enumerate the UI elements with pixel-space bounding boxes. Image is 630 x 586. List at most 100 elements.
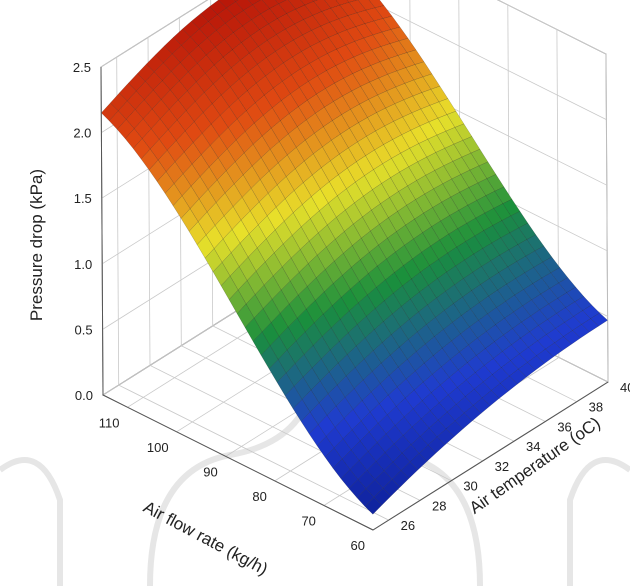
surface-patch <box>209 0 227 15</box>
surface-patch <box>236 110 255 132</box>
surface-patch <box>229 78 248 99</box>
surface-patch <box>512 321 530 339</box>
surface-patch <box>160 89 179 110</box>
surface-patch <box>174 151 193 175</box>
surface-patch <box>203 83 222 105</box>
surface-patch <box>221 252 240 277</box>
y-tick-label: 32 <box>495 459 509 474</box>
surface-patch <box>516 255 535 274</box>
surface-patch <box>528 340 546 357</box>
surface-patch <box>200 144 219 168</box>
surface-patch <box>276 372 295 397</box>
surface-patch <box>205 224 224 250</box>
surface-patch <box>133 118 152 139</box>
y-tick-label: 30 <box>463 479 477 494</box>
surface-patch <box>480 278 498 297</box>
surface-patch <box>300 0 315 6</box>
y-tick-label: 38 <box>589 400 603 415</box>
x-axis-line <box>102 394 374 531</box>
surface-patch <box>159 109 178 130</box>
surface-patch <box>533 261 552 279</box>
z-tick-label: 2.0 <box>73 126 91 141</box>
surface-patch <box>530 309 548 326</box>
surface-patch <box>212 75 231 96</box>
surface-patch <box>225 16 243 33</box>
y-tick-label: 28 <box>432 498 446 513</box>
surface-patch <box>563 330 581 345</box>
surface-patch <box>573 310 591 325</box>
x-tick-label: 90 <box>203 464 217 479</box>
surface-patch <box>482 242 501 262</box>
surface-patch <box>251 13 269 31</box>
surface-patch <box>201 123 220 146</box>
plot-box-front-edges <box>100 66 609 531</box>
surface-patch <box>546 327 564 344</box>
surface-patch <box>235 0 253 11</box>
surface-patch <box>391 470 410 488</box>
surface-patch <box>246 82 265 104</box>
surface-patch <box>545 342 563 358</box>
surface-patch <box>238 71 257 92</box>
x-tick-label: 110 <box>99 415 120 430</box>
surface-patch <box>312 0 319 2</box>
surface-patch <box>209 135 228 159</box>
surface-patch <box>225 161 244 185</box>
surface-patch <box>340 469 359 489</box>
surface-patch <box>554 336 572 351</box>
surface-patch <box>537 334 555 350</box>
surface-patch <box>205 46 224 66</box>
surface-patch <box>386 406 405 426</box>
surface-patch <box>240 210 259 235</box>
x-tick-label: 100 <box>147 440 169 455</box>
surface-patch <box>229 266 248 291</box>
surface-patch <box>249 46 267 65</box>
surface-patch <box>179 53 198 73</box>
surface-patch <box>555 321 573 337</box>
surface-patch <box>197 211 216 236</box>
z-tick-label: 1.0 <box>74 257 92 272</box>
surface-patch <box>136 63 155 82</box>
surface-patch <box>445 420 464 438</box>
tick-labels: 0.0 0.5 1.0 1.5 2.0 2.5 60 70 80 90 100 110 26 28 30 32… <box>73 60 630 553</box>
surface-patch <box>171 44 190 63</box>
surface-patch <box>463 405 482 422</box>
surface-patch <box>141 128 160 150</box>
surface-patch <box>499 375 518 392</box>
surface-patch <box>222 49 241 69</box>
surface-patch <box>244 317 263 342</box>
y-tick-label: 34 <box>526 439 540 454</box>
y-tick-label: 36 <box>557 419 571 434</box>
surface-patch <box>572 324 590 339</box>
x-tick-label: 70 <box>301 513 315 528</box>
y-axis-line <box>372 381 609 531</box>
surface-patch <box>522 299 540 317</box>
surface-patch <box>190 176 209 200</box>
surface-patch <box>548 297 566 314</box>
z-tick-label: 1.5 <box>74 191 92 206</box>
y-tick-label: 40 <box>620 380 630 395</box>
surface-patch <box>418 444 437 462</box>
surface-patch <box>150 118 169 140</box>
surface-patch <box>165 161 184 185</box>
surface-patch <box>253 114 272 137</box>
surface-patch <box>144 71 163 91</box>
z-axis-line <box>100 66 104 396</box>
y-gridline <box>116 57 389 521</box>
x-tick-label: 60 <box>351 538 365 553</box>
surface-patch <box>590 312 609 327</box>
surface-patch <box>196 234 215 259</box>
surface-patch <box>152 80 171 100</box>
surface-patch <box>125 109 144 130</box>
surface-patch <box>157 149 176 172</box>
x-tick-label: 80 <box>252 489 266 504</box>
y-tick-label: 26 <box>401 518 415 533</box>
x-axis-title: Air flow rate (kg/h) <box>140 497 271 579</box>
surface-patch <box>245 102 264 124</box>
surface-patch <box>108 110 127 130</box>
pressure-drop-surface <box>100 0 609 515</box>
surface-patch <box>517 362 536 378</box>
surface-patch <box>520 331 538 348</box>
z-tick-label: 2.5 <box>73 60 91 75</box>
surface-patch <box>346 0 359 3</box>
surface-patch <box>550 267 569 284</box>
